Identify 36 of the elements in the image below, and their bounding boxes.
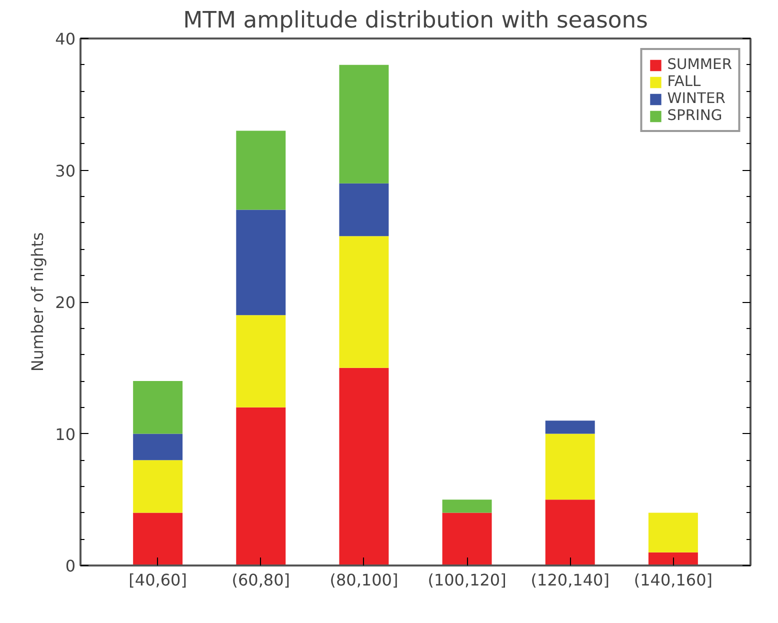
bar	[133, 460, 183, 513]
bar	[339, 368, 389, 566]
bar	[442, 500, 492, 513]
bar	[236, 210, 286, 316]
bar	[545, 420, 595, 434]
bar	[236, 315, 286, 408]
bar	[545, 500, 595, 566]
x-tick-label: [40,60]	[128, 570, 187, 590]
bar	[133, 434, 183, 460]
legend-label: SPRING	[667, 107, 722, 124]
y-tick-label: 30	[55, 161, 76, 180]
bar	[133, 512, 183, 566]
bar	[339, 236, 389, 368]
y-tick-label: 20	[55, 293, 76, 312]
y-tick-label: 0	[65, 556, 76, 576]
x-tick-label: (100,120]	[428, 570, 506, 590]
y-tick-label: 40	[55, 30, 76, 48]
legend-label: FALL	[667, 73, 701, 90]
x-tick-label: (140,160]	[634, 570, 713, 590]
bar	[133, 381, 183, 434]
legend-label: WINTER	[667, 90, 726, 107]
bar	[339, 64, 389, 184]
x-tick-label: (120,140]	[530, 570, 610, 590]
bar	[339, 183, 389, 236]
bar	[236, 130, 286, 210]
legend-label: SUMMER	[667, 56, 732, 73]
bar	[442, 512, 492, 566]
y-tick-label: 10	[55, 424, 76, 444]
bar	[545, 434, 595, 500]
bar	[648, 512, 698, 552]
y-axis-title: Number of nights	[28, 232, 48, 372]
bar	[648, 552, 698, 566]
x-tick-label: (60,80]	[232, 570, 290, 590]
x-tick-label: (80,100]	[330, 570, 398, 590]
chart-title: MTM amplitude distribution with seasons	[183, 8, 648, 34]
bar	[236, 407, 286, 566]
